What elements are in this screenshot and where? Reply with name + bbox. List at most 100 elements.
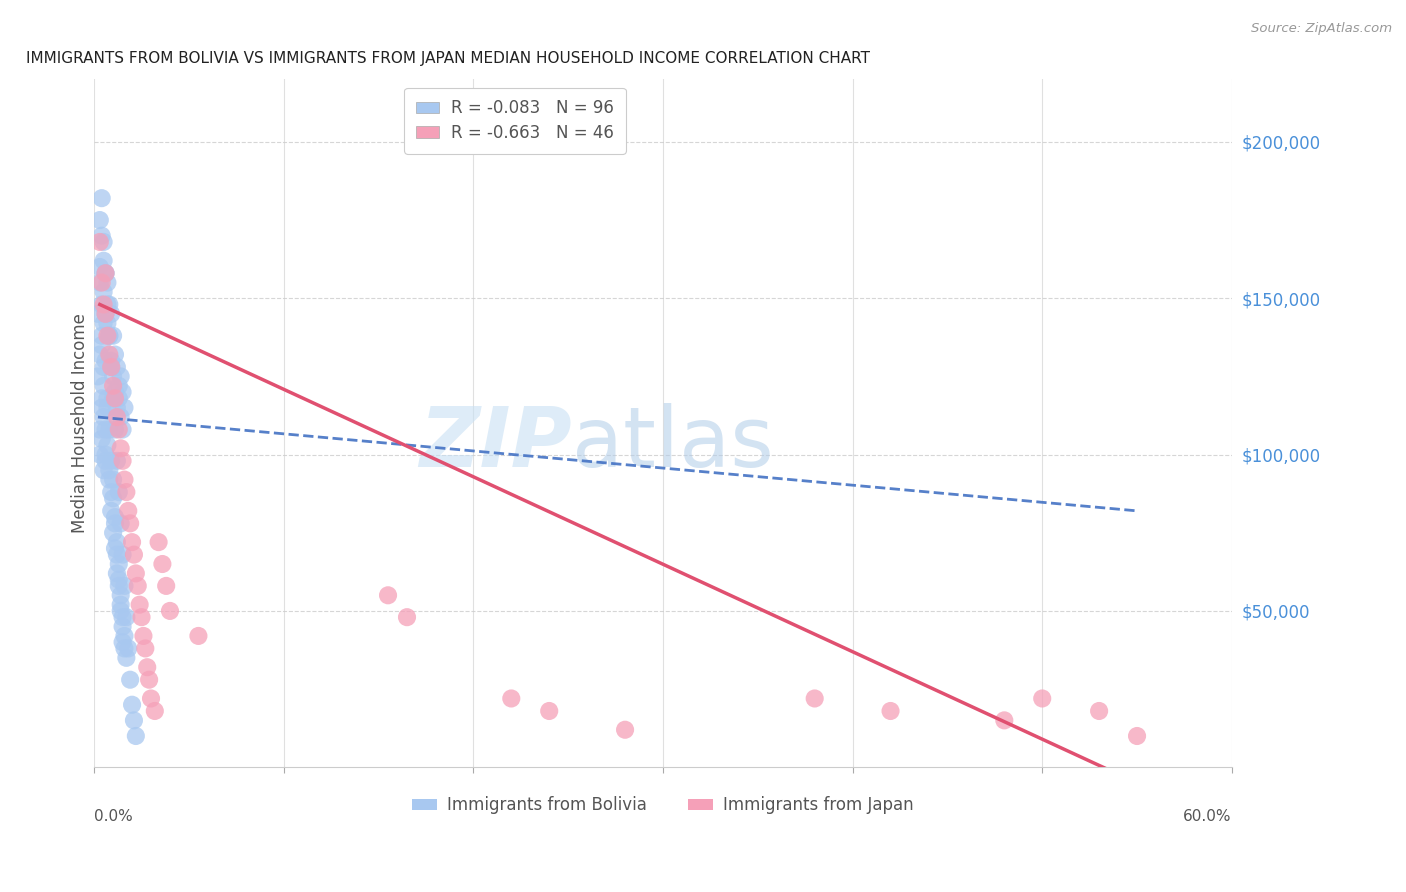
Point: [93, 463, 115, 477]
Point: [122, 714, 145, 728]
Point: [111, 635, 134, 649]
Point: [139, 691, 162, 706]
Point: [93, 297, 115, 311]
Point: [115, 650, 138, 665]
Point: [100, 353, 122, 368]
Point: [110, 442, 132, 456]
Point: [98, 473, 121, 487]
Point: [89, 235, 111, 249]
Point: [111, 619, 134, 633]
Point: [104, 392, 127, 406]
Point: [105, 359, 128, 374]
Point: [1031, 691, 1053, 706]
Point: [110, 588, 132, 602]
Point: [100, 485, 122, 500]
Point: [110, 598, 132, 612]
Point: [94, 307, 117, 321]
Point: [101, 378, 124, 392]
Point: [96, 401, 118, 415]
Point: [98, 328, 121, 343]
Y-axis label: Median Household Income: Median Household Income: [72, 313, 89, 533]
Point: [879, 704, 901, 718]
Point: [94, 448, 117, 462]
Point: [89, 423, 111, 437]
Point: [107, 423, 129, 437]
Point: [93, 359, 115, 374]
Point: [90, 297, 112, 311]
Point: [98, 423, 121, 437]
Point: [125, 729, 148, 743]
Point: [87, 369, 110, 384]
Point: [110, 516, 132, 531]
Point: [107, 378, 129, 392]
Point: [105, 566, 128, 581]
Point: [100, 359, 122, 374]
Point: [90, 401, 112, 415]
Point: [93, 285, 115, 299]
Point: [104, 385, 127, 400]
Point: [89, 347, 111, 361]
Point: [136, 660, 159, 674]
Point: [110, 604, 132, 618]
Point: [96, 392, 118, 406]
Text: atlas: atlas: [572, 403, 773, 484]
Point: [143, 704, 166, 718]
Point: [111, 548, 134, 562]
Point: [105, 410, 128, 425]
Point: [94, 353, 117, 368]
Point: [94, 266, 117, 280]
Point: [94, 423, 117, 437]
Point: [93, 410, 115, 425]
Text: IMMIGRANTS FROM BOLIVIA VS IMMIGRANTS FROM JAPAN MEDIAN HOUSEHOLD INCOME CORRELA: IMMIGRANTS FROM BOLIVIA VS IMMIGRANTS FR…: [25, 51, 870, 66]
Point: [107, 579, 129, 593]
Point: [90, 392, 112, 406]
Point: [117, 641, 139, 656]
Legend: Immigrants from Bolivia, Immigrants from Japan: Immigrants from Bolivia, Immigrants from…: [405, 789, 921, 821]
Point: [94, 266, 117, 280]
Point: [98, 463, 121, 477]
Point: [100, 454, 122, 468]
Point: [104, 510, 127, 524]
Point: [105, 535, 128, 549]
Point: [105, 401, 128, 415]
Point: [94, 307, 117, 321]
Point: [96, 297, 118, 311]
Text: 60.0%: 60.0%: [1184, 808, 1232, 823]
Point: [128, 598, 150, 612]
Point: [1126, 729, 1149, 743]
Point: [159, 604, 181, 618]
Point: [104, 516, 127, 531]
Point: [93, 235, 115, 249]
Point: [89, 276, 111, 290]
Point: [120, 516, 142, 531]
Point: [100, 359, 122, 374]
Point: [993, 714, 1015, 728]
Point: [111, 423, 134, 437]
Point: [101, 328, 124, 343]
Point: [94, 266, 117, 280]
Point: [93, 253, 115, 268]
Point: [107, 485, 129, 500]
Point: [89, 213, 111, 227]
Point: [107, 573, 129, 587]
Point: [98, 347, 121, 361]
Point: [98, 328, 121, 343]
Text: Source: ZipAtlas.com: Source: ZipAtlas.com: [1251, 22, 1392, 36]
Point: [105, 548, 128, 562]
Point: [104, 541, 127, 556]
Point: [187, 629, 209, 643]
Point: [377, 588, 399, 602]
Point: [134, 641, 156, 656]
Point: [111, 454, 134, 468]
Point: [111, 385, 134, 400]
Point: [94, 454, 117, 468]
Point: [101, 473, 124, 487]
Point: [121, 535, 143, 549]
Point: [127, 579, 149, 593]
Point: [90, 432, 112, 446]
Point: [107, 392, 129, 406]
Point: [395, 610, 418, 624]
Point: [100, 307, 122, 321]
Point: [1088, 704, 1111, 718]
Point: [90, 228, 112, 243]
